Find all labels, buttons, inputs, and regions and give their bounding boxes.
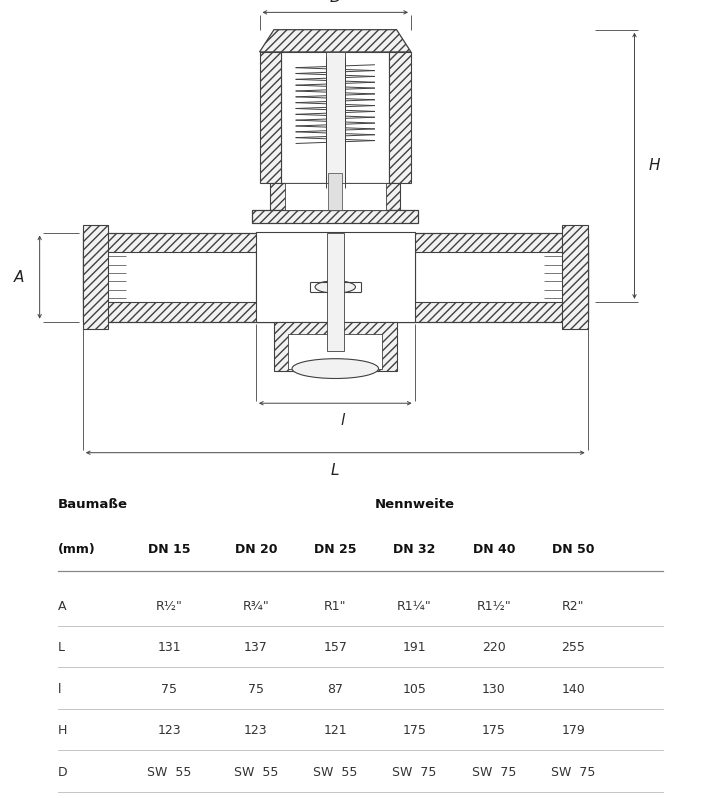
Bar	[285, 183, 386, 211]
Text: 140: 140	[562, 683, 585, 696]
Text: 105: 105	[402, 683, 427, 696]
Text: DN 40: DN 40	[473, 543, 515, 555]
Text: D: D	[58, 766, 67, 779]
Text: R2": R2"	[562, 600, 585, 613]
Text: 179: 179	[562, 725, 585, 737]
Bar	[260, 52, 281, 183]
Text: 220: 220	[482, 642, 505, 654]
Text: l: l	[58, 683, 61, 696]
Bar	[83, 225, 108, 329]
Bar	[326, 52, 345, 188]
Text: (mm): (mm)	[58, 543, 95, 555]
Text: 175: 175	[402, 725, 427, 737]
Text: 131: 131	[158, 642, 181, 654]
Text: 191: 191	[403, 642, 426, 654]
Bar	[562, 225, 588, 329]
Text: SW  55: SW 55	[234, 766, 278, 779]
Text: L: L	[58, 642, 65, 654]
Bar	[83, 232, 588, 322]
Text: R1½": R1½"	[477, 600, 511, 613]
Bar	[270, 183, 400, 211]
Bar	[256, 232, 415, 322]
Ellipse shape	[292, 359, 379, 378]
Text: R1": R1"	[324, 600, 347, 613]
Text: R½": R½"	[156, 600, 183, 613]
Bar	[288, 334, 382, 369]
Text: 75: 75	[248, 683, 264, 696]
Text: SW  75: SW 75	[472, 766, 516, 779]
Text: 255: 255	[561, 642, 585, 654]
Bar	[415, 252, 588, 302]
Text: SW  75: SW 75	[551, 766, 596, 779]
Text: Nennweite: Nennweite	[375, 498, 454, 511]
Text: SW  55: SW 55	[147, 766, 192, 779]
Bar	[281, 52, 389, 183]
Text: l: l	[340, 413, 345, 428]
Bar	[327, 232, 344, 351]
Text: 175: 175	[482, 725, 506, 737]
Ellipse shape	[315, 281, 355, 293]
Text: 123: 123	[158, 725, 181, 737]
Text: DN 32: DN 32	[394, 543, 435, 555]
Text: DN 25: DN 25	[314, 543, 356, 555]
Text: SW  75: SW 75	[392, 766, 437, 779]
Text: H: H	[649, 158, 660, 173]
Text: 121: 121	[324, 725, 347, 737]
Text: SW  55: SW 55	[313, 766, 358, 779]
Text: 87: 87	[327, 683, 343, 696]
Text: 157: 157	[323, 642, 348, 654]
Bar	[252, 211, 418, 223]
Text: A: A	[58, 600, 66, 613]
Text: 130: 130	[482, 683, 505, 696]
Text: 123: 123	[244, 725, 267, 737]
Polygon shape	[260, 30, 411, 52]
Text: 137: 137	[244, 642, 267, 654]
Bar	[389, 52, 411, 183]
Text: L: L	[331, 463, 340, 477]
Bar	[83, 252, 256, 302]
Text: A: A	[14, 270, 24, 285]
Text: DN 50: DN 50	[552, 543, 594, 555]
Text: DN 15: DN 15	[149, 543, 190, 555]
Text: R1¼": R1¼"	[397, 600, 432, 613]
Bar	[274, 322, 397, 371]
Text: Baumаße: Baumаße	[58, 498, 128, 511]
Text: DN 20: DN 20	[235, 543, 277, 555]
Text: D: D	[329, 0, 341, 5]
Text: H: H	[58, 725, 67, 737]
Text: 75: 75	[162, 683, 177, 696]
Bar	[328, 173, 342, 211]
Text: R¾": R¾"	[242, 600, 270, 613]
